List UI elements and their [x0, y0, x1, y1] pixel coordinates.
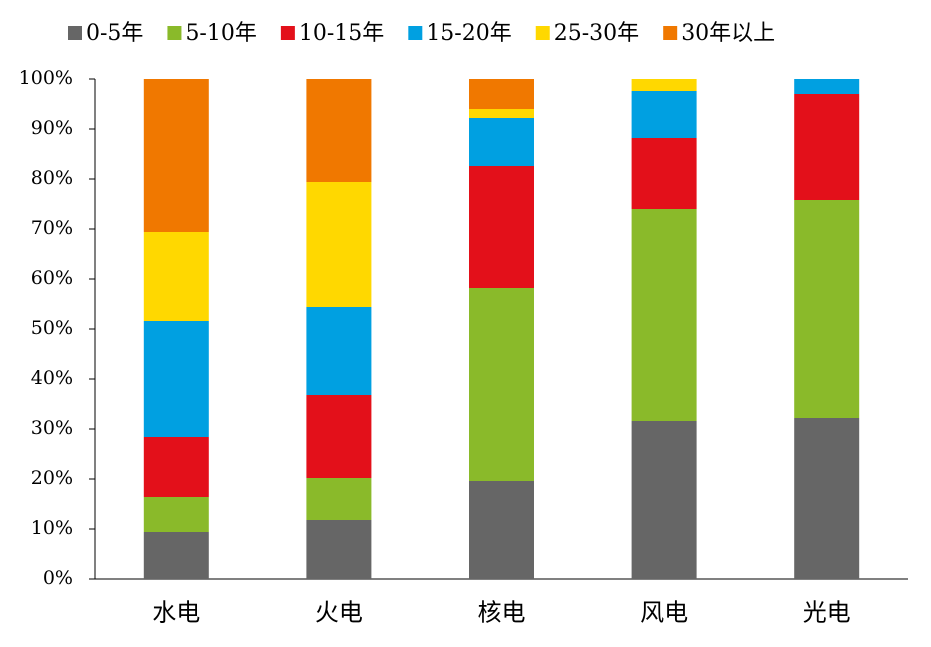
y-tick-label: 60% — [31, 267, 73, 289]
bar-segment — [306, 307, 372, 395]
x-tick-label: 核电 — [478, 599, 526, 627]
x-tick-label: 风电 — [640, 599, 688, 627]
y-tick-label: 20% — [31, 467, 73, 489]
x-tick-label: 光电 — [803, 599, 851, 627]
bar-segment — [469, 288, 534, 481]
y-tick-label: 90% — [31, 117, 73, 139]
bar-segment — [469, 79, 534, 109]
legend-swatch — [68, 26, 82, 40]
bar-segment — [794, 200, 860, 418]
bar-segment — [306, 182, 372, 307]
bar-segment — [631, 91, 697, 138]
legend-swatch — [535, 26, 550, 40]
bar-segment — [143, 437, 209, 497]
bar-segment — [794, 79, 860, 94]
legend-label: 25-30年 — [554, 21, 639, 46]
legend-label: 30年以上 — [681, 21, 775, 46]
bar-segment — [469, 481, 534, 579]
y-tick-label: 10% — [31, 517, 73, 539]
y-tick-label: 70% — [31, 217, 73, 239]
bar-segment — [631, 138, 697, 209]
bar-segment — [469, 118, 534, 166]
legend-swatch — [408, 26, 423, 40]
y-tick-label: 40% — [31, 367, 73, 389]
legend-swatch — [167, 26, 182, 40]
bar-segment — [306, 520, 372, 579]
bar-segment — [306, 79, 372, 182]
bar-segment — [794, 418, 860, 579]
legend-swatch — [280, 26, 295, 40]
bar-segment — [794, 94, 860, 200]
bar-segment — [469, 109, 534, 118]
x-tick-label: 水电 — [152, 599, 200, 627]
bar-segment — [143, 232, 209, 321]
bar-segment — [469, 166, 534, 288]
x-tick-label: 火电 — [315, 599, 363, 627]
legend-label: 10-15年 — [299, 21, 384, 46]
bar-segment — [631, 421, 697, 579]
y-tick-label: 0% — [43, 567, 73, 589]
bar-segment — [143, 532, 209, 579]
legend-label: 0-5年 — [86, 21, 143, 46]
bar-segment — [631, 209, 697, 421]
y-tick-label: 30% — [31, 417, 73, 439]
bar-segment — [306, 395, 372, 478]
y-tick-label: 80% — [31, 167, 73, 189]
bar-segment — [306, 478, 372, 520]
legend-label: 15-20年 — [426, 21, 511, 46]
bar-segment — [143, 321, 209, 437]
bar-segment — [143, 79, 209, 232]
legend-swatch — [663, 26, 678, 40]
legend-label: 5-10年 — [185, 21, 256, 46]
bar-segment — [143, 497, 209, 532]
y-tick-label: 100% — [19, 67, 73, 89]
y-tick-label: 50% — [31, 317, 73, 339]
bar-segment — [631, 79, 697, 91]
